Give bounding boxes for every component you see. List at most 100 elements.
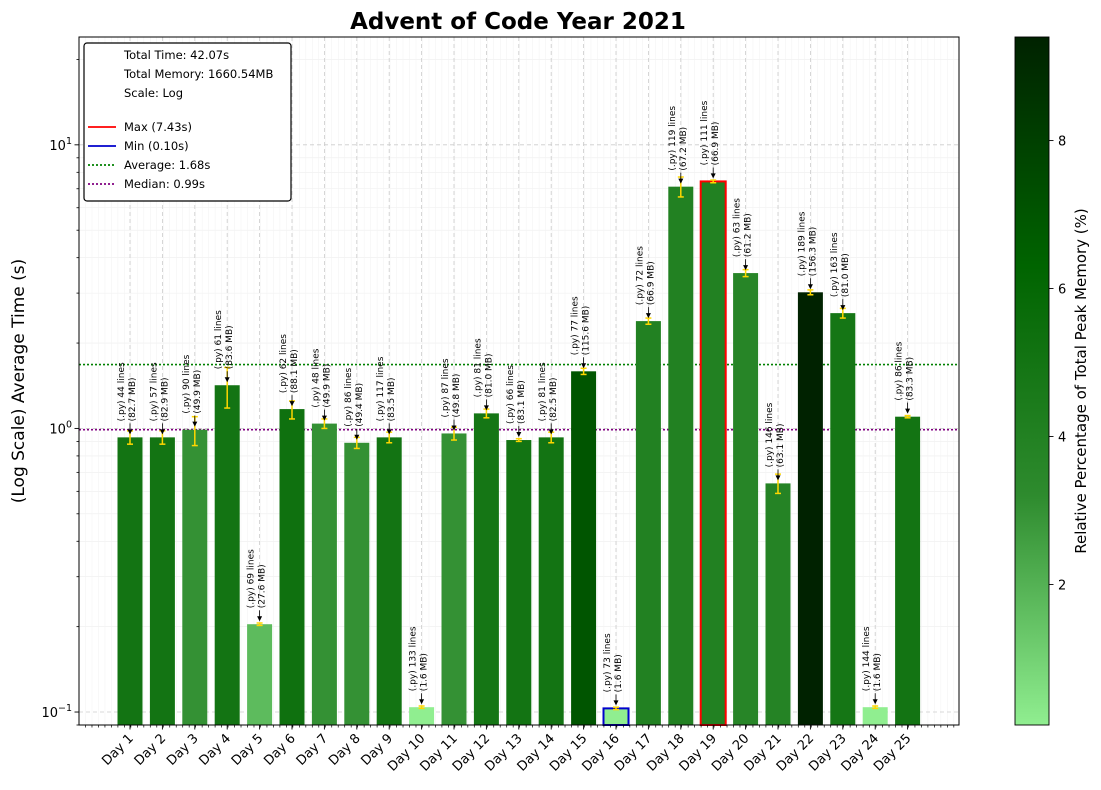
annotation-day-1: (.py) 44 lines(82.7 MB)	[117, 362, 138, 435]
bar-day-11	[441, 433, 467, 725]
annotation-line-1: (.py) 87 lines	[441, 358, 451, 417]
error-bar-day-24	[872, 705, 879, 710]
annotation-day-8: (.py) 86 lines(49.4 MB)	[344, 367, 365, 440]
annotation-day-17: (.py) 72 lines(66.9 MB)	[635, 246, 656, 319]
annotation-line-2: (1.6 MB)	[420, 653, 430, 691]
annotation-line-1: (.py) 69 lines	[247, 549, 257, 608]
annotation-day-25: (.py) 86 lines(83.3 MB)	[895, 341, 916, 414]
annotation-line-1: (.py) 189 lines	[797, 211, 807, 276]
annotation-line-1: (.py) 90 lines	[182, 354, 192, 413]
annotation-arrowhead	[321, 415, 327, 421]
annotation-arrowhead	[224, 377, 230, 383]
annotation-day-22: (.py) 189 lines(156.3 MB)	[797, 211, 818, 290]
y-tick-exponent: 0	[66, 419, 72, 430]
annotation-arrowhead	[192, 421, 198, 427]
error-bar-day-22	[807, 289, 814, 296]
bar-day-14	[538, 437, 564, 725]
bar-day-13	[506, 440, 532, 725]
annotation-text: (.py) 69 lines(27.6 MB)	[247, 549, 268, 608]
annotation-arrowhead	[419, 699, 425, 705]
annotation-line-2: (83.1 MB)	[517, 380, 527, 424]
bar-day-21	[765, 483, 791, 725]
legend-box	[83, 42, 292, 202]
annotation-arrowhead	[159, 429, 165, 435]
annotation-text: (.py) 189 lines(156.3 MB)	[797, 211, 818, 276]
x-tick-label: Day 7	[294, 731, 332, 769]
annotation-line-1: (.py) 144 lines	[862, 626, 872, 691]
bar-day-20	[733, 273, 759, 725]
bar-day-24	[862, 707, 888, 725]
annotation-arrowhead	[840, 305, 846, 311]
annotation-day-11: (.py) 87 lines(49.8 MB)	[441, 358, 462, 431]
annotation-text: (.py) 133 lines(1.6 MB)	[409, 626, 430, 691]
bar-day-10	[409, 707, 435, 725]
annotation-line-2: (83.3 MB)	[906, 357, 916, 401]
y-tick-label: 100	[49, 419, 72, 437]
bars	[117, 180, 921, 726]
y-tick-exponent: 1	[66, 136, 72, 147]
colorbar-gradient	[1014, 36, 1050, 726]
legend: Total Time: 42.07s Total Memory: 1660.54M…	[83, 42, 292, 202]
annotation-line-2: (156.3 MB)	[808, 227, 818, 277]
colorbar-tick-label: 2	[1058, 578, 1066, 593]
x-tick-label: Day 6	[261, 731, 299, 769]
annotation-day-12: (.py) 81 lines(81.0 MB)	[473, 338, 494, 411]
annotation-text: (.py) 144 lines(1.6 MB)	[862, 626, 883, 691]
chart-title: Advent of Code Year 2021	[350, 9, 686, 35]
annotation-arrowhead	[743, 265, 749, 271]
y-tick-base: 10	[41, 706, 58, 721]
annotation-line-2: (66.9 MB)	[646, 261, 656, 305]
annotation-line-2: (61.2 MB)	[744, 213, 754, 257]
annotation-arrowhead	[451, 425, 457, 431]
annotation-arrowhead	[905, 408, 911, 414]
annotation-line-1: (.py) 117 lines	[376, 356, 386, 421]
bar-day-8	[344, 442, 370, 725]
annotation-line-1: (.py) 57 lines	[149, 362, 159, 421]
annotation-arrowhead	[257, 616, 263, 622]
annotation-line-1: (.py) 63 lines	[733, 198, 743, 257]
x-tick-label: Day 1	[99, 731, 137, 769]
y-axis-label: (Log Scale) Average Time (s)	[9, 259, 29, 504]
annotation-line-1: (.py) 111 lines	[700, 100, 710, 165]
annotation-line-2: (27.6 MB)	[258, 564, 268, 608]
colorbar-label: Relative Percentage of Total Peak Memory…	[1072, 208, 1090, 554]
annotation-day-15: (.py) 77 lines(115.6 MB)	[571, 296, 592, 369]
annotation-text: (.py) 146 lines(63.1 MB)	[765, 402, 786, 467]
x-tick-label: Day 3	[164, 731, 202, 769]
annotation-line-1: (.py) 133 lines	[409, 626, 419, 691]
bar-day-9	[376, 437, 402, 725]
annotation-line-2: (49.9 MB)	[193, 370, 203, 414]
annotation-text: (.py) 81 lines(82.5 MB)	[538, 362, 559, 421]
y-tick-label: 101	[49, 136, 72, 154]
annotation-line-1: (.py) 61 lines	[214, 310, 224, 369]
annotation-day-18: (.py) 119 lines(67.2 MB)	[668, 106, 689, 184]
bar-day-6	[279, 409, 305, 725]
annotation-text: (.py) 87 lines(49.8 MB)	[441, 358, 462, 417]
annotation-text: (.py) 86 lines(49.4 MB)	[344, 367, 365, 426]
error-bar-day-10	[418, 705, 425, 710]
annotation-line-1: (.py) 119 lines	[668, 106, 678, 171]
annotation-day-13: (.py) 66 lines(83.1 MB)	[506, 365, 527, 438]
bar-day-12	[473, 413, 499, 725]
annotation-day-6: (.py) 62 lines(88.1 MB)	[279, 334, 300, 407]
colorbar-tick-label: 6	[1058, 283, 1066, 298]
annotation-arrowhead	[645, 313, 651, 319]
error-bar-day-16	[613, 706, 619, 711]
annotation-arrowhead	[548, 429, 554, 435]
annotation-line-1: (.py) 81 lines	[538, 362, 548, 421]
annotation-line-1: (.py) 48 lines	[311, 348, 321, 407]
bar-day-19	[699, 180, 727, 726]
annotation-day-23: (.py) 163 lines(81.0 MB)	[830, 232, 851, 311]
annotation-day-7: (.py) 48 lines(49.9 MB)	[311, 348, 332, 421]
annotation-text: (.py) 73 lines(1.6 MB)	[603, 633, 624, 692]
error-bar-day-25	[904, 414, 911, 419]
annotation-text: (.py) 61 lines(83.6 MB)	[214, 310, 235, 369]
annotation-line-2: (82.5 MB)	[549, 377, 559, 421]
legend-entry-text: Max (7.43s)	[124, 120, 192, 134]
annotation-line-1: (.py) 62 lines	[279, 334, 289, 393]
bar-day-3	[182, 429, 208, 725]
annotation-arrowhead	[710, 173, 716, 179]
